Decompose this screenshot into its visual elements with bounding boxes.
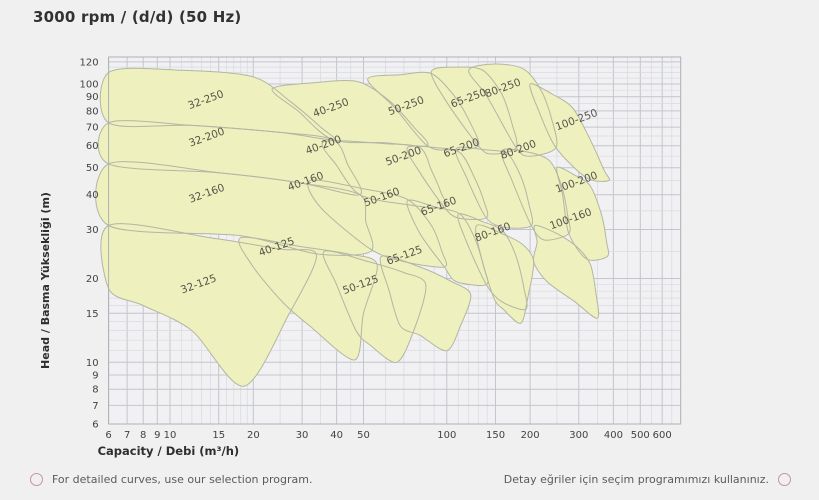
x-tick-40: 40 xyxy=(330,430,343,441)
bullet-circle-icon xyxy=(30,473,43,486)
pump-region-32-200 xyxy=(98,120,362,196)
x-tick-8: 8 xyxy=(140,430,146,441)
y-tick-20: 20 xyxy=(86,274,99,285)
x-tick-20: 20 xyxy=(247,430,260,441)
y-tick-100: 100 xyxy=(80,79,99,90)
x-tick-600: 600 xyxy=(653,430,672,441)
y-tick-7: 7 xyxy=(92,401,98,412)
x-tick-7: 7 xyxy=(124,430,130,441)
footer-note-tr: Detay eğriler için seçim programımızı ku… xyxy=(504,473,791,486)
footer-note-en-text: For detailed curves, use our selection p… xyxy=(52,473,313,486)
x-axis-title: Capacity / Debi (m³/h) xyxy=(98,444,240,458)
x-tick-200: 200 xyxy=(521,430,540,441)
y-tick-120: 120 xyxy=(80,57,99,68)
y-tick-8: 8 xyxy=(92,385,98,396)
footer-note-tr-text: Detay eğriler için seçim programımızı ku… xyxy=(503,473,769,486)
pump-region-50-160 xyxy=(406,199,488,286)
y-tick-9: 9 xyxy=(92,370,98,381)
x-tick-150: 150 xyxy=(486,430,505,441)
y-tick-6: 6 xyxy=(92,420,98,431)
pump-range-chart: 32-250 40-250 50-250 65-250 80-250 100-250 32-… xyxy=(39,56,682,458)
y-tick-50: 50 xyxy=(86,163,99,174)
y-tick-15: 15 xyxy=(86,309,99,320)
x-tick-9: 9 xyxy=(154,430,160,441)
y-tick-80: 80 xyxy=(86,106,99,117)
chart-title: 3000 rpm / (d/d) (50 Hz) xyxy=(33,8,242,26)
pump-region-40-250 xyxy=(272,80,429,147)
pump-region-65-125 xyxy=(380,255,471,351)
x-tick-100: 100 xyxy=(437,430,456,441)
pump-region-100-250 xyxy=(529,83,610,182)
y-axis-title: Head / Basma Yüksekliği (m) xyxy=(39,192,52,369)
y-tick-90: 90 xyxy=(86,92,99,103)
footer-note-en: For detailed curves, use our selection p… xyxy=(30,473,312,486)
y-tick-40: 40 xyxy=(86,190,99,201)
pump-region-40-160 xyxy=(307,179,447,268)
x-tick-15: 15 xyxy=(212,430,225,441)
x-tick-300: 300 xyxy=(569,430,588,441)
x-tick-50: 50 xyxy=(357,430,370,441)
pump-region-100-200 xyxy=(556,167,609,261)
x-tick-500: 500 xyxy=(631,430,650,441)
x-tick-10: 10 xyxy=(164,430,177,441)
pump-region-50-250 xyxy=(367,72,479,151)
y-tick-60: 60 xyxy=(86,141,99,152)
pump-region-32-250 xyxy=(100,68,335,140)
bullet-circle-icon xyxy=(778,473,791,486)
pump-region-80-160 xyxy=(475,224,534,324)
x-tick-30: 30 xyxy=(296,430,309,441)
y-tick-30: 30 xyxy=(86,225,99,236)
y-tick-10: 10 xyxy=(86,358,99,369)
chart-canvas: 32-250 40-250 50-250 65-25080-250100-25032-… xyxy=(39,56,682,458)
footer: For detailed curves, use our selection p… xyxy=(0,470,819,494)
y-tick-70: 70 xyxy=(86,123,99,134)
pump-region-100-160 xyxy=(533,225,599,319)
x-tick-6: 6 xyxy=(105,430,111,441)
x-tick-400: 400 xyxy=(604,430,623,441)
